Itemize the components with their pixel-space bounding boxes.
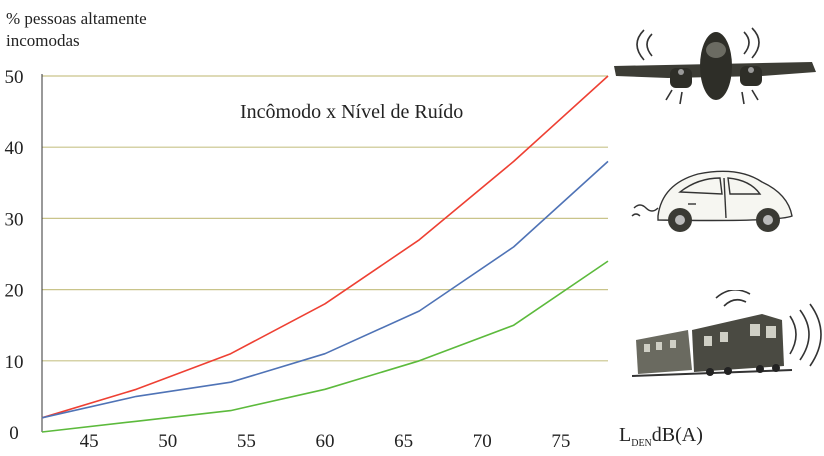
y-tick-20: 20 (5, 281, 24, 302)
x-axis-label-unit: dB(A) (651, 424, 703, 446)
chart-title: Incômodo x Nível de Ruído (240, 101, 463, 123)
y-tick-0: 0 (9, 423, 19, 444)
airplane-icon (614, 27, 816, 105)
series-line-airplane (41, 75, 609, 419)
y-tick-10: 10 (5, 352, 24, 373)
train-icon (632, 290, 822, 377)
x-tick-50: 50 (158, 431, 177, 452)
car-icon (631, 170, 793, 232)
x-tick-labels: 45 50 55 60 65 70 75 (80, 431, 571, 452)
series-lines (41, 75, 609, 433)
y-axis-label-line1: % pessoas altamente (6, 9, 147, 28)
x-axis-label: LDENdB(A) (619, 424, 703, 449)
x-tick-55: 55 (237, 431, 256, 452)
x-tick-70: 70 (473, 431, 492, 452)
y-tick-40: 40 (5, 138, 24, 159)
y-tick-50: 50 (5, 67, 24, 88)
x-tick-60: 60 (316, 431, 335, 452)
x-axis-label-sub: DEN (631, 438, 652, 449)
y-tick-labels: 0 10 20 30 40 50 (5, 67, 24, 444)
x-axis-label-base: L (619, 424, 632, 446)
x-tick-45: 45 (80, 431, 99, 452)
y-axis-label: % pessoas altamente incomodas (6, 8, 147, 52)
x-tick-65: 65 (394, 431, 413, 452)
grid (42, 75, 608, 362)
y-axis-label-line2: incomodas (6, 31, 80, 50)
y-tick-30: 30 (5, 209, 24, 230)
series-line-train (41, 260, 609, 433)
x-tick-75: 75 (551, 431, 570, 452)
series-line-car (41, 160, 609, 419)
